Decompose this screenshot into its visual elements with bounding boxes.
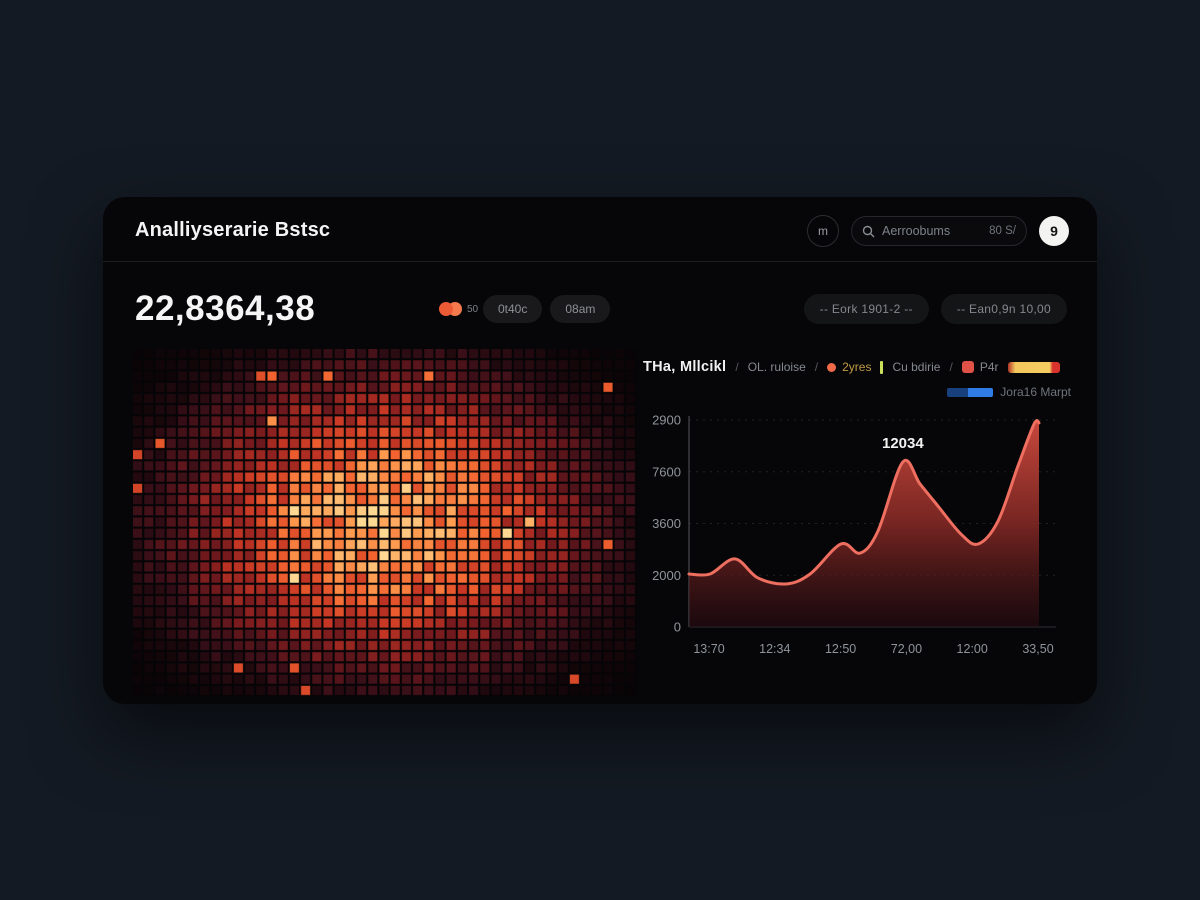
- area-chart: 0 2000 3600 7600 2900 12034 13:70 12:34 12:50 72,…: [652, 413, 1056, 656]
- orange-dot-swatch-icon: [827, 362, 837, 372]
- chip-time-2[interactable]: 08am: [550, 295, 611, 323]
- y-axis-tick-label: 2900: [652, 413, 681, 428]
- chip-time-1-label: 0t40c: [498, 302, 528, 316]
- y-axis-tick-label: 2000: [652, 568, 681, 583]
- header-divider: [103, 261, 1097, 262]
- legend-item-4[interactable]: P4r: [961, 360, 999, 374]
- y-axis-tick-label: 0: [674, 620, 681, 635]
- chart-legend: THa, Mllcikl / OL. ruloise / 2yres Cu bd…: [643, 357, 1071, 377]
- range-button-1[interactable]: -- Eork 1901-2 --: [803, 294, 929, 324]
- chart-panel: THa, Mllcikl / OL. ruloise / 2yres Cu bd…: [643, 357, 1071, 669]
- legend-item-1: OL. ruloise: [747, 360, 806, 374]
- y-axis-tick-label: 7600: [652, 464, 681, 479]
- chip-time-2-label: 08am: [565, 302, 596, 316]
- kpi-indicator: 50: [439, 302, 478, 316]
- chart-legend-row2: Jora16 Marpt: [643, 385, 1071, 399]
- blue-duotone-bar-icon: [947, 387, 994, 397]
- legend-row2-label: Jora16 Marpt: [1000, 385, 1071, 399]
- kpi-value: 22,8364,38: [135, 289, 316, 328]
- range-button-1-label: -- Eork 1901-2 --: [819, 302, 913, 316]
- chip-time-1[interactable]: 0t40c: [483, 295, 543, 323]
- legend-item-4-label: P4r: [979, 360, 999, 374]
- kpi-indicator-caption: 50: [467, 303, 479, 315]
- y-axis-tick-label: 3600: [652, 516, 681, 531]
- search-icon: [862, 225, 875, 237]
- search-input[interactable]: [882, 224, 972, 238]
- x-axis-tick-label: 33,50: [1022, 642, 1053, 656]
- range-button-2[interactable]: -- Ean0,9n 10,00: [940, 294, 1067, 324]
- avatar-button[interactable]: 9: [1039, 216, 1069, 246]
- heatmap-panel: [103, 319, 667, 729]
- legend-item-2[interactable]: 2yres: [827, 360, 871, 374]
- x-axis-tick-label: 13:70: [693, 642, 724, 656]
- search-bar[interactable]: 80 S/: [851, 216, 1027, 246]
- range-buttons: -- Eork 1901-2 -- -- Ean0,9n 10,00: [803, 294, 1067, 324]
- legend-item-3: Cu bdirie: [892, 360, 941, 374]
- legend-separator: /: [949, 360, 953, 374]
- x-axis-tick-label: 72,00: [891, 642, 922, 656]
- chart-title: THa, Mllcikl: [643, 359, 727, 375]
- x-axis-tick-label: 12:34: [759, 642, 790, 656]
- heatmap-canvas: [133, 349, 637, 697]
- menu-button-label: m: [818, 224, 828, 238]
- x-axis-tick-label: 12:50: [825, 642, 856, 656]
- page-title: Analliyserarie Bstsc: [135, 219, 331, 241]
- kpi-chips: 0t40c 08am: [483, 295, 611, 323]
- search-shortcut-hint: 80 S/: [989, 225, 1016, 237]
- series-line: [687, 418, 1041, 586]
- legend-separator: /: [814, 360, 819, 374]
- menu-button[interactable]: m: [807, 215, 839, 247]
- red-square-swatch-icon: [961, 361, 974, 373]
- legend-item-2-label: 2yres: [842, 360, 872, 374]
- lime-bar-icon: [880, 360, 884, 374]
- yellow-red-gradient-bar-icon: [1007, 361, 1060, 373]
- range-button-2-label: -- Ean0,9n 10,00: [956, 302, 1051, 316]
- peak-value-label: 12034: [882, 435, 924, 452]
- header-controls: m 80 S/ 9: [807, 215, 1069, 247]
- dashboard-card: Analliyserarie Bstsc m 80 S/ 9 22,8364,3…: [103, 197, 1097, 729]
- x-axis-tick-label: 12:00: [957, 642, 988, 656]
- area-fill: [689, 420, 1039, 627]
- legend-separator: /: [735, 360, 739, 374]
- orange-dot-icon: [439, 302, 453, 316]
- avatar-glyph: 9: [1050, 223, 1058, 239]
